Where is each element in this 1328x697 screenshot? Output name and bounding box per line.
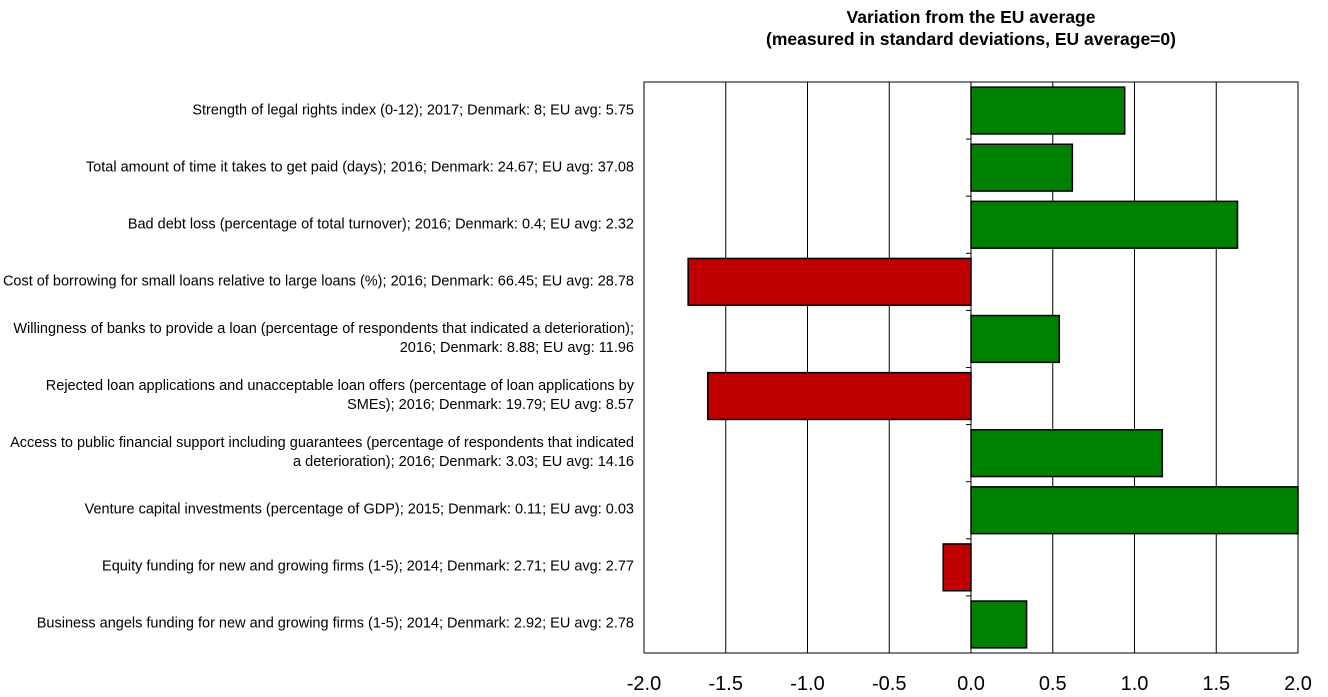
bar [970,143,1074,192]
bar [707,371,972,421]
x-tick-label: 2.0 [1284,673,1312,695]
x-tick-label: -1.0 [790,673,824,695]
category-label: Total amount of time it takes to get pai… [85,159,634,176]
category-label: Business angels funding for new and grow… [36,615,634,632]
category-label: Venture capital investments (percentage … [84,501,634,518]
category-label: Cost of borrowing for small loans relati… [2,273,634,290]
bar [970,428,1164,478]
category-label: Access to public financial support inclu… [10,435,634,471]
chart-subtitle: (measured in standard deviations, EU ave… [766,29,1176,49]
plot-frame [643,81,1299,654]
category-label: Rejected loan applications and unaccepta… [45,378,634,414]
bar [687,257,972,307]
x-tick-label: 0.5 [1039,673,1067,695]
bar [970,600,1028,649]
category-label: Equity funding for new and growing firms… [102,558,634,575]
x-tick-label: -1.5 [709,673,743,695]
category-label: Willingness of banks to provide a loan (… [13,320,634,356]
bar [970,200,1239,249]
bar [970,314,1061,364]
category-label: Strength of legal rights index (0-12); 2… [192,102,634,119]
x-tick-label: 0.0 [957,673,985,695]
x-tick-label: -0.5 [872,673,906,695]
x-tick-label: -2.0 [627,673,661,695]
bar [970,486,1299,535]
category-label: Bad debt loss (percentage of total turno… [127,216,634,233]
x-tick-label: 1.0 [1121,673,1149,695]
x-tick-label: 1.5 [1202,673,1230,695]
bar [942,543,972,592]
bar [970,86,1126,135]
chart-title: Variation from the EU average [846,7,1096,27]
